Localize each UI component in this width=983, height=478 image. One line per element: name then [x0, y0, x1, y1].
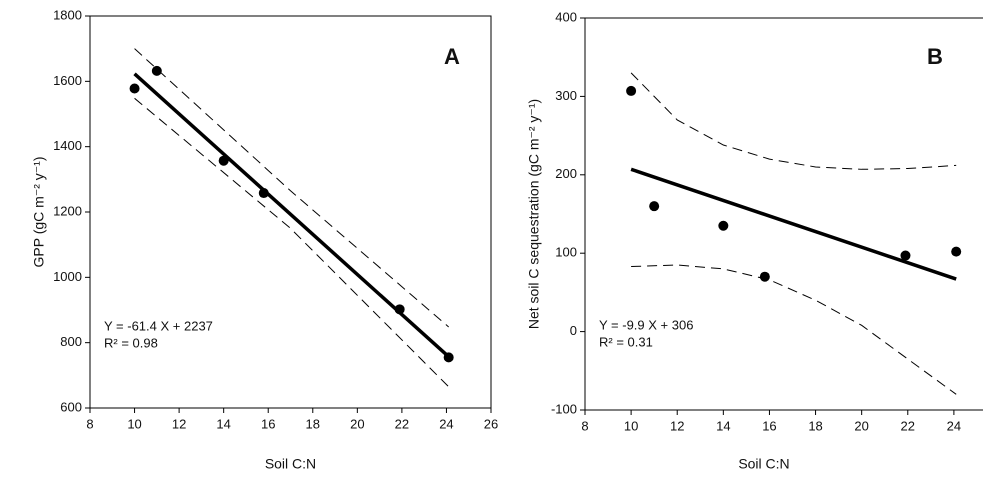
x-tick-label: 12: [172, 416, 186, 431]
data-point: [151, 65, 162, 76]
y-tick-label: 800: [60, 334, 82, 349]
confidence-band: [134, 97, 450, 388]
data-point: [129, 83, 140, 94]
x-tick-label: 22: [395, 416, 409, 431]
y-tick-label: 1600: [53, 73, 82, 88]
y-tick-label: 1200: [53, 203, 82, 218]
annotation: R² = 0.31: [599, 334, 653, 349]
x-tick-label: 20: [350, 416, 364, 431]
x-tick-label: 16: [261, 416, 275, 431]
y-axis-label: GPP (gC m⁻² y⁻¹): [31, 157, 47, 268]
annotation: R² = 0.98: [104, 335, 158, 350]
y-tick-label: 1000: [53, 269, 82, 284]
y-tick-label: 600: [60, 399, 82, 414]
data-point: [759, 271, 770, 282]
x-tick-label: 8: [86, 416, 93, 431]
x-tick-label: 10: [624, 418, 638, 433]
x-tick-label: 14: [216, 416, 230, 431]
x-tick-label: 18: [808, 418, 822, 433]
x-tick-label: 16: [762, 418, 776, 433]
confidence-band: [630, 72, 957, 170]
y-tick-label: 400: [555, 9, 577, 24]
x-tick-label: 14: [716, 418, 730, 433]
annotation: Y = -61.4 X + 2237: [104, 318, 213, 333]
x-axis-label: Soil C:N: [265, 456, 316, 472]
data-point: [443, 352, 454, 363]
plot-frame: [584, 17, 983, 411]
x-tick-label: 8: [581, 418, 588, 433]
confidence-band: [631, 264, 957, 395]
y-axis-label: Net soil C sequestration (gC m⁻² y⁻¹): [526, 99, 542, 329]
y-tick-label: 1400: [53, 138, 82, 153]
annotation: Y = -9.9 X + 306: [599, 317, 693, 332]
y-tick-label: 200: [555, 166, 577, 181]
regression-line: [133, 72, 450, 359]
x-tick-label: 24: [439, 416, 453, 431]
y-tick-label: 0: [570, 323, 577, 338]
data-point: [649, 201, 660, 212]
data-point: [258, 188, 269, 199]
x-tick-label: 24: [947, 418, 961, 433]
x-tick-label: 22: [901, 418, 915, 433]
x-tick-label: 20: [854, 418, 868, 433]
data-point: [626, 85, 637, 96]
regression-line: [630, 167, 957, 281]
data-point: [718, 220, 729, 231]
y-tick-label: 300: [555, 88, 577, 103]
y-tick-label: -100: [551, 401, 577, 416]
x-tick-label: 18: [306, 416, 320, 431]
y-tick-label: 1800: [53, 7, 82, 22]
x-tick-label: 10: [127, 416, 141, 431]
confidence-band: [134, 48, 449, 328]
y-tick-label: 100: [555, 245, 577, 260]
x-axis-label: Soil C:N: [738, 456, 789, 472]
x-tick-label: 26: [484, 416, 498, 431]
x-tick-label: 12: [670, 418, 684, 433]
data-point: [900, 250, 911, 261]
data-point: [394, 304, 405, 315]
data-point: [218, 155, 229, 166]
panel-label: A: [444, 44, 460, 69]
data-point: [951, 246, 962, 257]
panel-label: B: [927, 44, 943, 69]
